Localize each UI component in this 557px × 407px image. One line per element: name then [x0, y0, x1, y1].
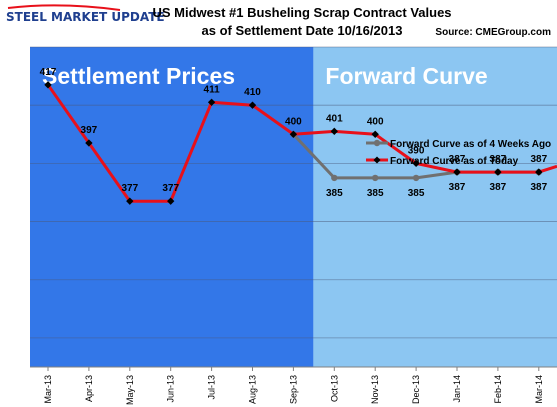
data-labels: 385 385 385 387 387 387 417 397 377 377 411 410 400 4…: [40, 67, 548, 199]
data-label: 411: [204, 84, 221, 95]
data-label: 387: [449, 154, 466, 165]
data-label: 410: [244, 87, 261, 98]
x-tick-label: Nov-13: [370, 375, 380, 404]
chart-title-line1: US Midwest #1 Busheling Scrap Contract V…: [152, 5, 451, 20]
data-label: 377: [121, 183, 138, 194]
series-point: [207, 98, 216, 106]
x-tick-label: Oct-13: [329, 375, 339, 402]
data-label: 400: [367, 116, 384, 127]
legend-marker-today: [373, 156, 381, 164]
region-forward-curve: [313, 47, 557, 367]
data-label: 387: [530, 154, 547, 165]
data-label: 385: [326, 188, 343, 199]
legend-marker-4-weeks-ago: [373, 139, 381, 147]
data-label: 400: [285, 116, 302, 127]
data-label: 390: [408, 145, 425, 156]
legend-label-4-weeks-ago: Forward Curve as of 4 Weeks Ago: [390, 139, 551, 150]
series-point: [248, 101, 257, 109]
series-layer: [44, 81, 557, 205]
series-point: [535, 168, 543, 176]
region-settlement-prices: [30, 47, 314, 367]
data-label: 401: [326, 113, 343, 124]
series-point: [85, 139, 93, 147]
series-point: [412, 174, 420, 182]
x-tick-label: Apr-13: [84, 375, 94, 402]
x-tick-label: Mar-13: [43, 375, 53, 404]
series-line-1: [46, 83, 557, 203]
series-point: [494, 168, 502, 176]
x-axis-ticks: Mar-13 Apr-13 May-13 Jun-13 Jul-13 Aug-13 Sep-…: [43, 367, 544, 405]
series-point: [126, 197, 134, 205]
x-tick-label: Mar-14: [534, 375, 544, 404]
series-point: [331, 174, 338, 182]
data-label: 387: [449, 182, 466, 193]
x-tick-label: Sep-13: [288, 375, 298, 404]
x-tick-label: Jul-13: [207, 375, 217, 400]
chart-title-line2: as of Settlement Date 10/16/2013: [202, 23, 403, 38]
x-tick-label: Dec-13: [411, 375, 421, 404]
x-tick-label: Jun-13: [166, 375, 176, 403]
steel-market-update-logo: STEEL MARKET UPDATE: [6, 4, 165, 24]
logo-swoosh-icon: [7, 4, 121, 11]
data-label: 387: [490, 182, 507, 193]
data-label: 417: [40, 67, 57, 78]
region-label-forward-curve: Forward Curve: [325, 63, 487, 89]
data-label: 377: [162, 183, 179, 194]
x-tick-label: May-13: [125, 375, 135, 405]
data-label: 387: [490, 154, 507, 165]
x-tick-label: Aug-13: [248, 375, 258, 404]
source-note: Source: CMEGroup.com: [435, 27, 551, 38]
series-point: [453, 168, 461, 176]
data-label: 385: [408, 188, 425, 199]
logo-text: STEEL MARKET UPDATE: [6, 10, 165, 24]
x-tick-label: Feb-14: [493, 375, 503, 404]
gridlines: [30, 46, 557, 339]
region-label-settlement-prices: Settlement Prices: [42, 63, 235, 89]
legend: Forward Curve as of 4 Weeks Ago Forward …: [366, 139, 551, 167]
data-label: 385: [367, 188, 384, 199]
data-label: 397: [81, 125, 98, 136]
x-tick-label: Jan-14: [452, 375, 462, 403]
series-point: [372, 174, 379, 182]
data-label: 387: [530, 182, 547, 193]
plot-area: Settlement Prices Forward Curve Mar-13 Ap…: [30, 46, 557, 405]
legend-label-today: Forward Curve as of Today: [390, 156, 519, 167]
